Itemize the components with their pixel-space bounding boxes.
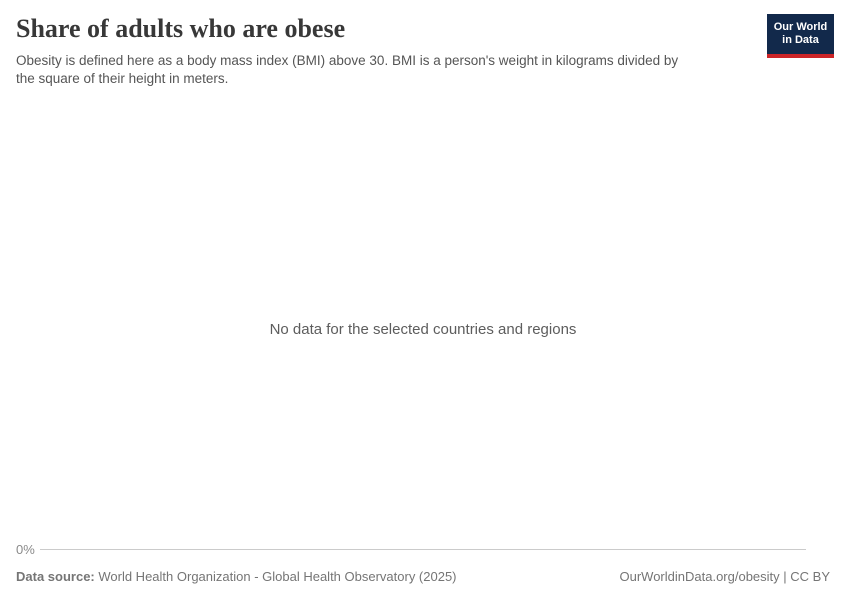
chart-subtitle: Obesity is defined here as a body mass i… <box>16 52 678 88</box>
y-axis-tick-label: 0% <box>16 542 35 557</box>
owid-logo[interactable]: Our World in Data <box>767 14 834 58</box>
subtitle-line-1: Obesity is defined here as a body mass i… <box>16 53 679 68</box>
data-source-label: Data source: <box>16 569 95 584</box>
owid-url-license-link[interactable]: OurWorldinData.org/obesity | CC BY <box>619 569 831 584</box>
x-axis-line <box>40 549 806 550</box>
owid-logo-line-2: in Data <box>782 34 819 46</box>
owid-logo-line-1: Our World <box>773 21 828 33</box>
data-source-text: World Health Organization - Global Healt… <box>94 569 457 584</box>
data-source-line[interactable]: Data source: World Health Organization -… <box>16 569 457 584</box>
page-title: Share of adults who are obese <box>16 14 346 43</box>
no-data-message: No data for the selected countries and r… <box>269 321 577 338</box>
subtitle-line-2: the square of their height in meters. <box>16 71 229 86</box>
